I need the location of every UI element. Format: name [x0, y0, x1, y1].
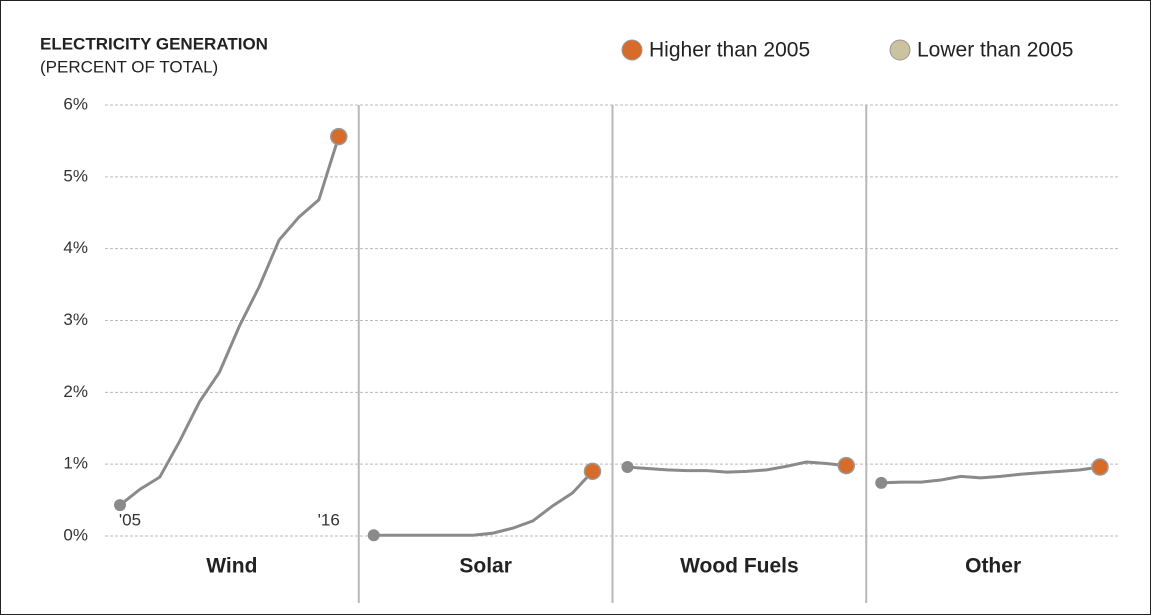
end-point [330, 127, 348, 146]
end-point [837, 456, 855, 475]
series-line [119, 136, 341, 507]
panel-label: Other [965, 555, 1021, 578]
panel-label: Wind [206, 555, 257, 578]
chart-subtitle: (PERCENT OF TOTAL) [40, 57, 218, 76]
start-point [875, 476, 888, 489]
series-line [627, 460, 847, 474]
y-tick-label: 2% [63, 382, 88, 401]
y-tick-label: 0% [63, 525, 88, 544]
y-tick-label: 3% [63, 310, 88, 329]
panel-label: Wood Fuels [680, 555, 799, 578]
y-tick-label: 6% [63, 94, 88, 113]
series-line [373, 470, 594, 537]
x-tick-label: '05 [119, 510, 141, 529]
start-point [114, 499, 126, 512]
legend-label: Higher than 2005 [649, 39, 810, 62]
panel-label: Solar [459, 555, 512, 578]
series-line [881, 465, 1101, 485]
start-point [367, 529, 380, 542]
end-point [1091, 458, 1109, 476]
legend-label: Lower than 2005 [917, 39, 1073, 62]
start-point [621, 461, 634, 474]
legend-marker [889, 39, 911, 61]
y-tick-label: 4% [63, 238, 88, 257]
legend-marker [621, 39, 643, 61]
chart-title: ELECTRICITY GENERATION [40, 34, 268, 53]
x-tick-label: '16 [318, 510, 340, 529]
y-tick-label: 5% [63, 166, 88, 185]
y-tick-label: 1% [63, 454, 88, 473]
end-point [583, 462, 602, 481]
